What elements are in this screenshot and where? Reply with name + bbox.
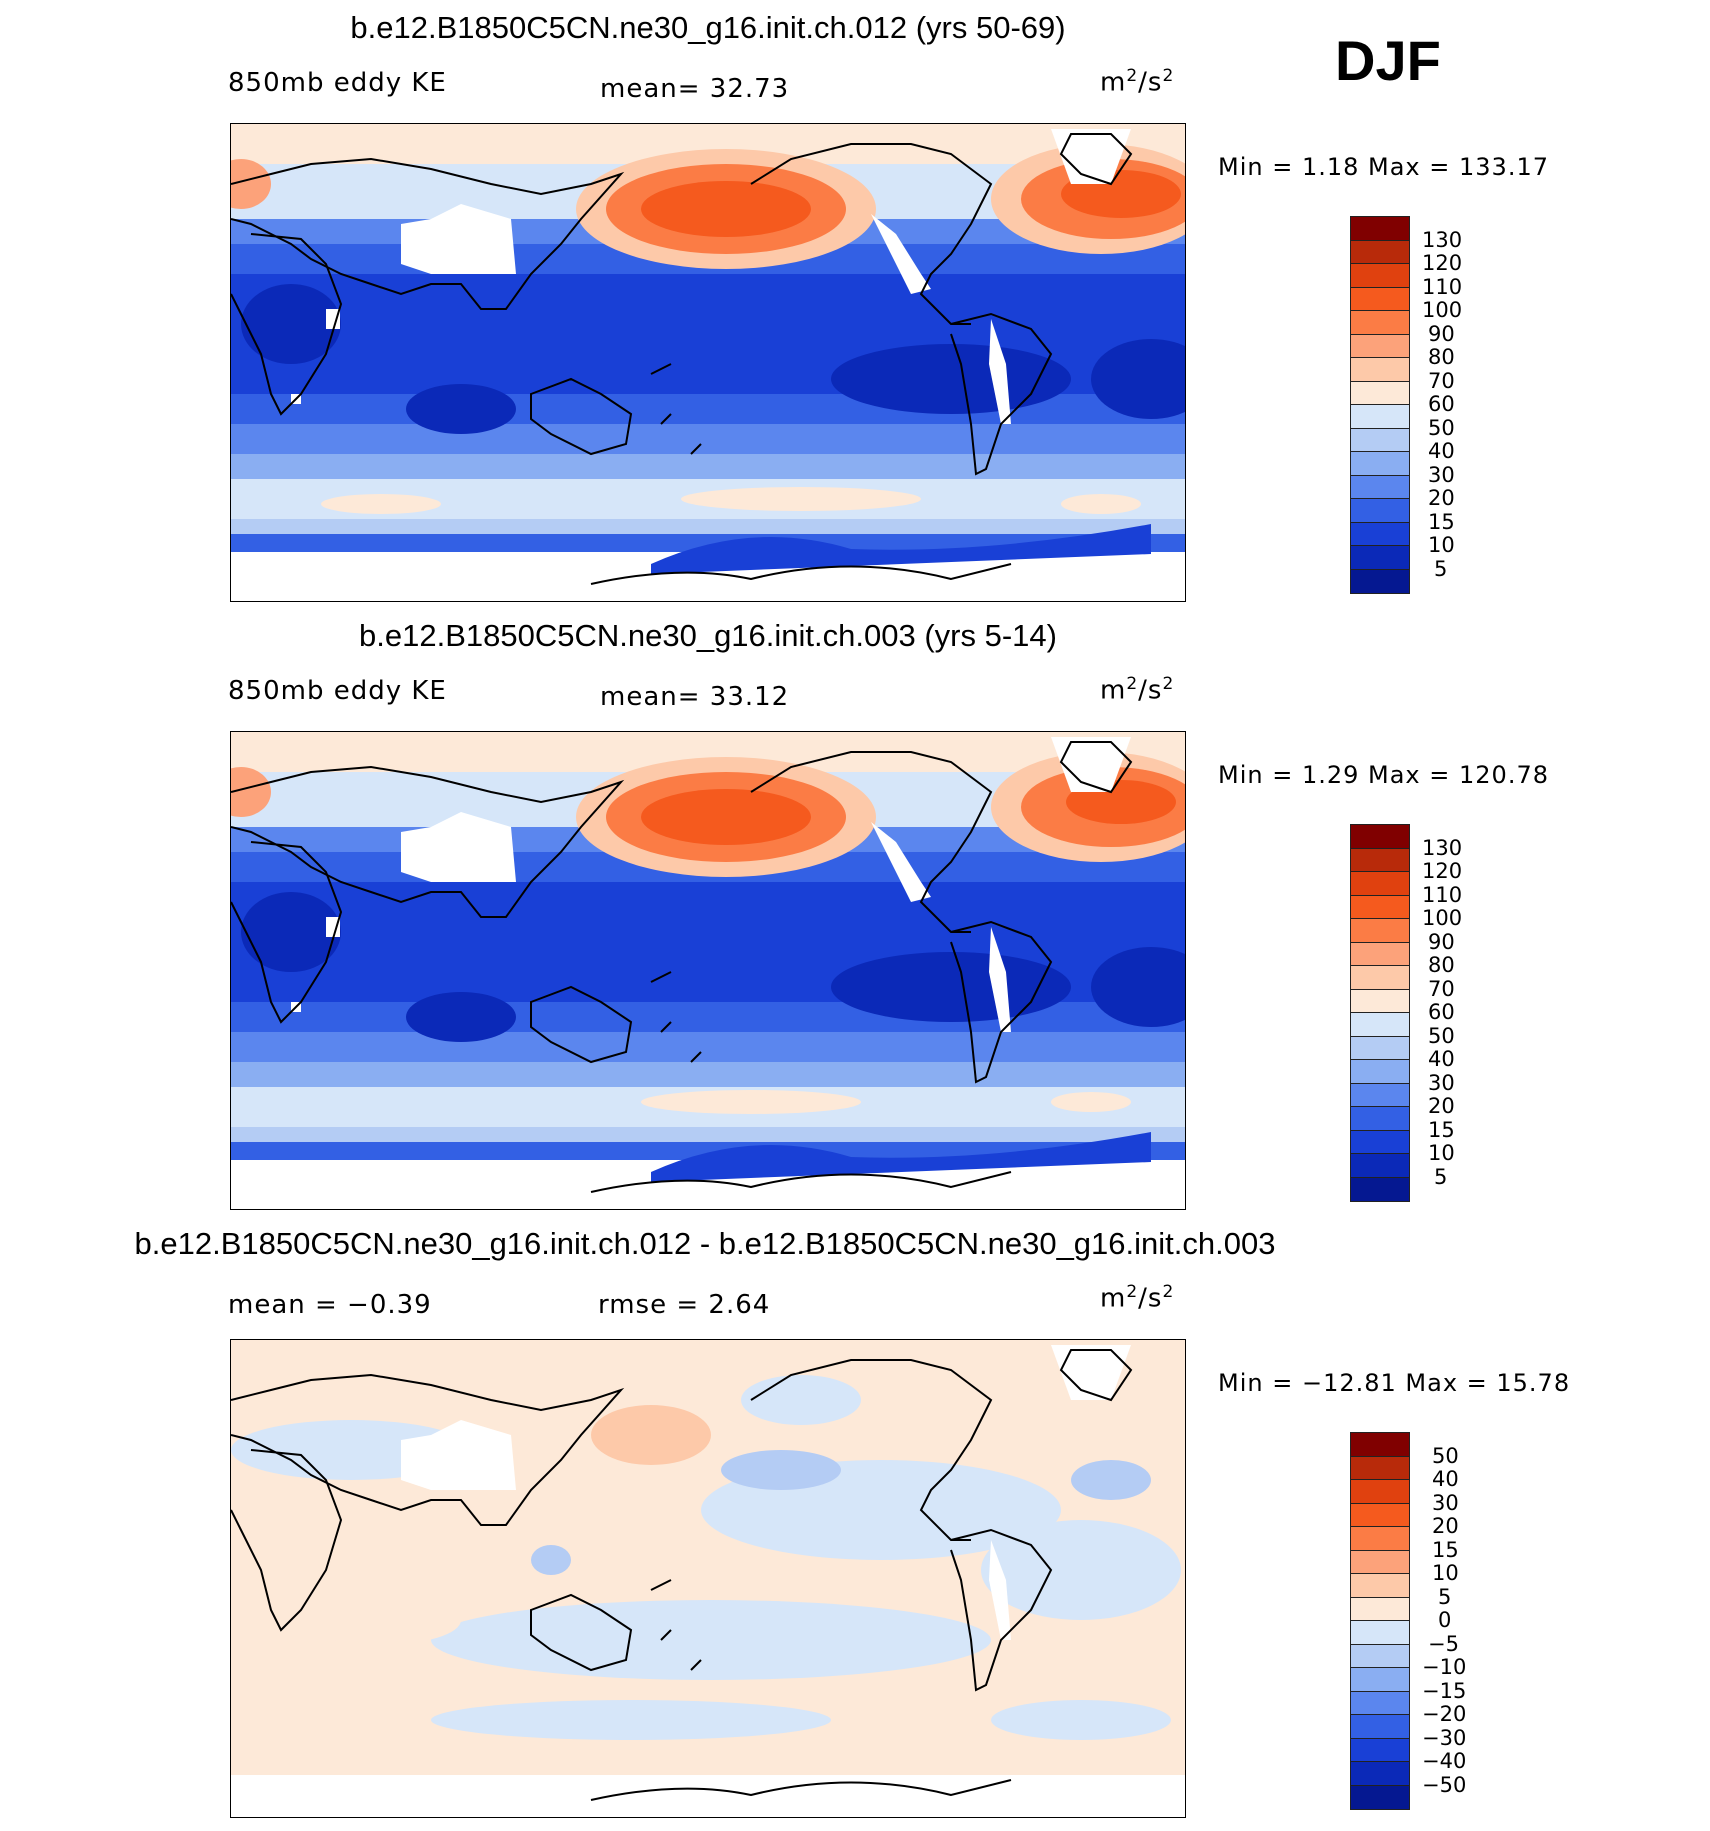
cbar-tick: 70 [1428, 369, 1455, 393]
cbar-tick: −50 [1422, 1773, 1467, 1797]
cbar-tick: 0 [1438, 1608, 1452, 1632]
cbar-tick: 40 [1428, 439, 1455, 463]
cbar-tick: 80 [1428, 345, 1455, 369]
cbar-tick: 100 [1422, 906, 1463, 930]
cbar-tick: 5 [1434, 557, 1448, 581]
map-panel-1 [230, 123, 1186, 602]
cbar-tick: 10 [1428, 1141, 1455, 1165]
mean-label: mean = −0.39 [228, 1290, 432, 1320]
cbar-tick: 50 [1428, 1024, 1455, 1048]
cbar-tick: −5 [1428, 1632, 1459, 1656]
cbar-tick: 40 [1428, 1047, 1455, 1071]
cbar-tick: −20 [1422, 1702, 1467, 1726]
cbar-tick: 100 [1422, 298, 1463, 322]
cbar-tick: 5 [1438, 1585, 1452, 1609]
minmax-label: Min = −12.81 Max = 15.78 [1218, 1369, 1571, 1397]
mean-label: mean= 32.73 [600, 74, 790, 104]
units-label: m2/s2 [1100, 1282, 1175, 1314]
cbar-tick: 110 [1422, 883, 1463, 907]
units-label: m2/s2 [1100, 674, 1175, 706]
variable-label: 850mb eddy KE [228, 676, 447, 706]
cbar-tick: 5 [1434, 1165, 1448, 1189]
minmax-label: Min = 1.18 Max = 133.17 [1218, 153, 1549, 181]
panel-title: b.e12.B1850C5CN.ne30_g16.init.ch.012 - b… [134, 1226, 1276, 1261]
cbar-tick: 10 [1428, 533, 1455, 557]
cbar-tick: 120 [1422, 251, 1463, 275]
cbar-tick: 130 [1422, 228, 1463, 252]
colorbar-panel-1 [1350, 216, 1410, 594]
cbar-tick: 30 [1428, 1071, 1455, 1095]
cbar-tick: 90 [1428, 930, 1455, 954]
map-panel-3 [230, 1339, 1186, 1818]
cbar-tick: 40 [1432, 1467, 1459, 1491]
cbar-tick: 20 [1432, 1514, 1459, 1538]
cbar-tick: 15 [1428, 510, 1455, 534]
panel-title: b.e12.B1850C5CN.ne30_g16.init.ch.003 (yr… [359, 618, 1057, 653]
cbar-tick: 50 [1428, 416, 1455, 440]
cbar-tick: 20 [1428, 486, 1455, 510]
cbar-tick: −15 [1422, 1679, 1467, 1703]
cbar-tick: 120 [1422, 859, 1463, 883]
cbar-tick: 60 [1428, 1000, 1455, 1024]
cbar-tick: −40 [1422, 1749, 1467, 1773]
cbar-tick: 30 [1432, 1491, 1459, 1515]
rmse-label: rmse = 2.64 [598, 1290, 771, 1320]
colorbar-panel-3 [1350, 1432, 1410, 1810]
cbar-tick: 50 [1432, 1444, 1459, 1468]
units-label: m2/s2 [1100, 66, 1175, 98]
variable-label: 850mb eddy KE [228, 68, 447, 98]
mean-label: mean= 33.12 [600, 682, 790, 712]
cbar-tick: 60 [1428, 392, 1455, 416]
cbar-tick: 20 [1428, 1094, 1455, 1118]
season-label: DJF [1335, 29, 1441, 92]
cbar-tick: −10 [1422, 1655, 1467, 1679]
cbar-tick: 30 [1428, 463, 1455, 487]
cbar-tick: 80 [1428, 953, 1455, 977]
cbar-tick: 70 [1428, 977, 1455, 1001]
cbar-tick: 15 [1428, 1118, 1455, 1142]
cbar-tick: 10 [1432, 1561, 1459, 1585]
panel-title: b.e12.B1850C5CN.ne30_g16.init.ch.012 (yr… [350, 10, 1066, 45]
cbar-tick: 15 [1432, 1538, 1459, 1562]
colorbar-panel-2 [1350, 824, 1410, 1202]
cbar-tick: −30 [1422, 1726, 1467, 1750]
minmax-label: Min = 1.29 Max = 120.78 [1218, 761, 1549, 789]
cbar-tick: 110 [1422, 275, 1463, 299]
cbar-tick: 130 [1422, 836, 1463, 860]
cbar-tick: 90 [1428, 322, 1455, 346]
map-panel-2 [230, 731, 1186, 1210]
